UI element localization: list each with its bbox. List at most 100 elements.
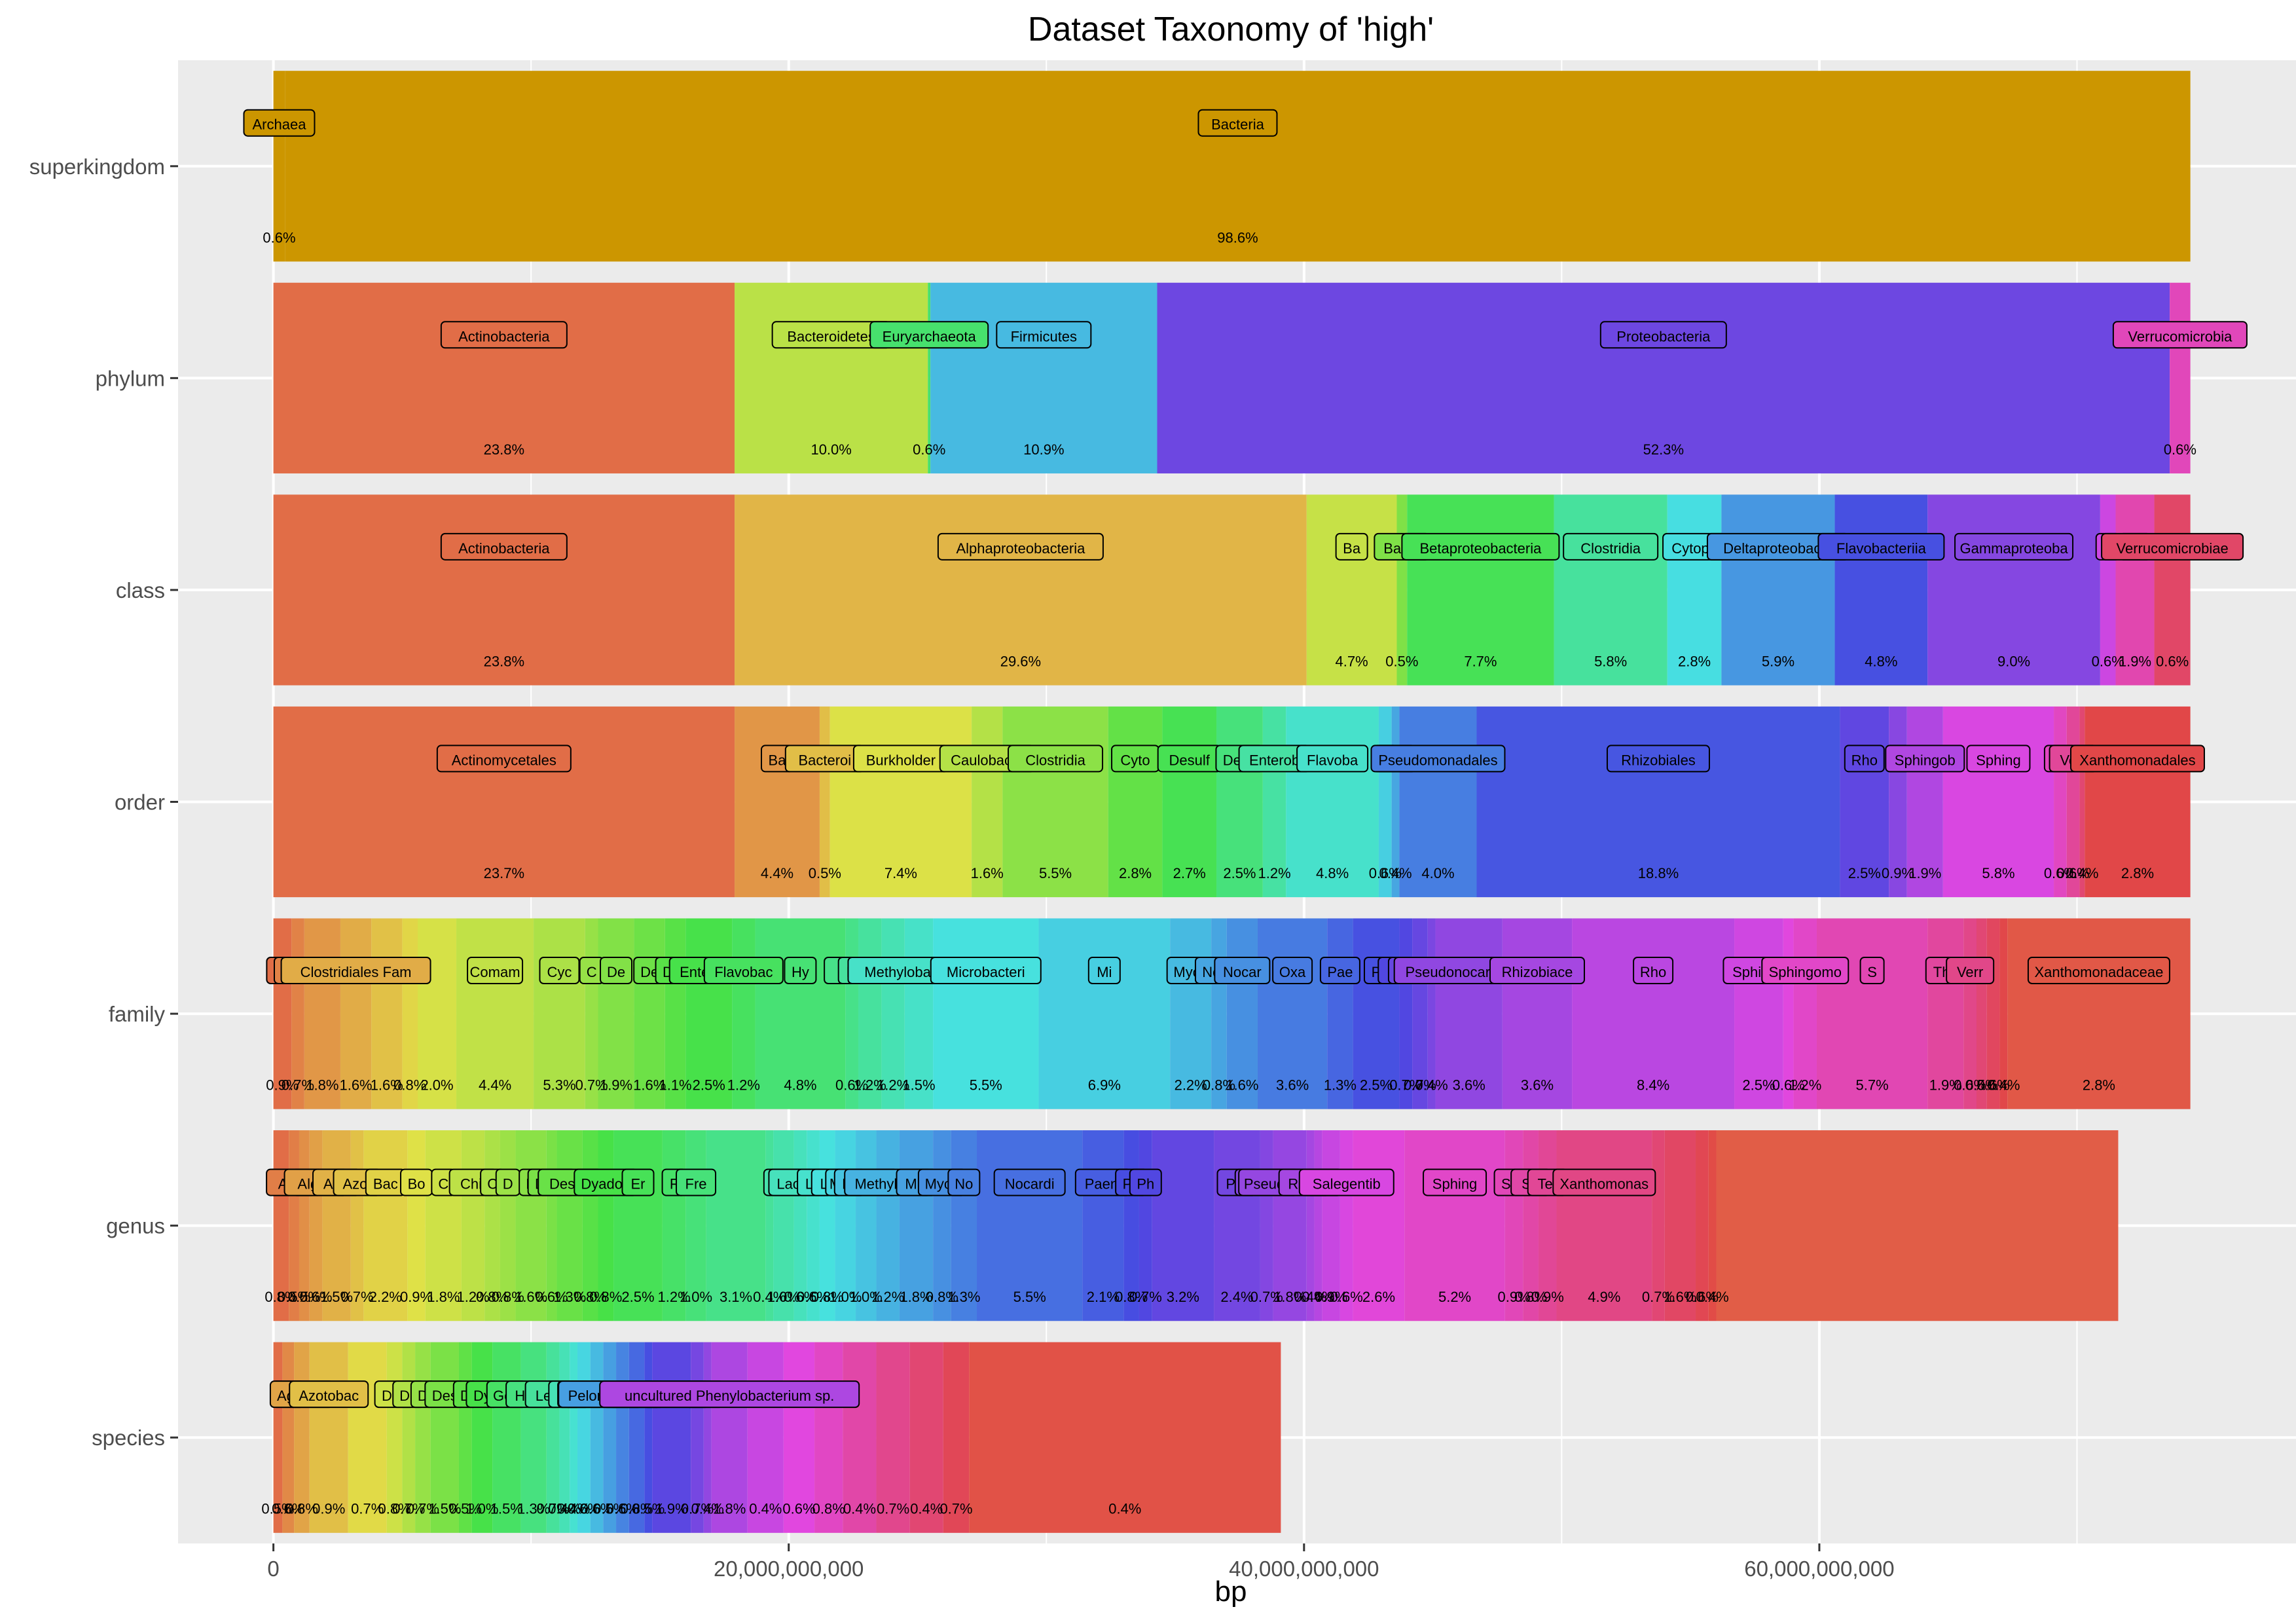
percent-label: 0.5% [809,865,841,881]
percent-label: 0.4% [1987,1077,2020,1094]
percent-label: 5.3% [543,1077,575,1094]
segment-label: No [955,1176,973,1192]
bar-segment [1664,1130,1696,1321]
percent-label: 0.6% [1954,1077,1986,1094]
bar-segment [644,1342,653,1533]
segment-label: Deltaproteobacte [1723,540,1833,557]
percent-label: 0.7% [392,1501,425,1517]
percent-label: 3.6% [1276,1077,1309,1094]
percent-label: 2.8% [1678,653,1711,669]
bar-segment [951,1130,977,1321]
bar-segment [2115,494,2155,686]
percent-label: 0.8% [812,1501,845,1517]
bar-segment [711,1342,748,1533]
percent-label: 3.2% [1167,1289,1199,1305]
segment-label-box [2027,957,2170,985]
bar-segment [348,1342,387,1533]
percent-label: 0.8% [1514,1289,1547,1305]
percent-label: 1.0% [850,1289,883,1305]
percent-label: 4.8% [1865,653,1897,669]
segment-label-box [947,1168,981,1196]
percent-label: 1.0% [465,1501,498,1517]
segment-label-box [1817,532,1945,561]
percent-label: 1.8% [713,1501,746,1517]
segment-label-box [621,1168,655,1196]
bar-segment [273,282,735,473]
percent-label: 0.6% [1772,1077,1805,1094]
bar-segment [1108,706,1163,898]
bars [273,71,2191,1533]
percent-label: 5.5% [1013,1289,1046,1305]
segment-label-box [1335,532,1368,561]
percent-label: 4.7% [1336,653,1368,669]
percent-label: 0.4% [548,1501,581,1517]
percent-label: 1.3% [1324,1077,1357,1094]
segment-label: Clostridia [1025,752,1085,768]
percent-label: 0.4% [910,1501,943,1517]
percent-label: 0.8% [393,1077,426,1094]
percent-label: 2.5% [621,1289,654,1305]
segment-label: Flavoba [1307,752,1358,768]
segment-label: Oxa [1279,964,1306,980]
percent-label: 0.6% [1369,865,1402,881]
percent-label: 0.7% [575,1077,608,1094]
segment-label-box [2069,745,2205,773]
segment-label-box [1197,109,1278,137]
bar-segment [273,706,735,898]
percent-label: 1.2% [1789,1077,1821,1094]
percent-label: 0.6% [2092,653,2124,669]
segment-label-box [2101,532,2244,561]
segment-label: Nocar [1223,964,1262,980]
percent-label: 4.8% [784,1077,816,1094]
bar-segment [1157,282,2170,473]
bar-segment [430,1342,459,1533]
percent-label: 1.2% [877,1077,909,1094]
percent-label: 10.0% [811,441,851,458]
segment-label: Rho [1851,752,1878,768]
bar-segment [2079,706,2085,898]
bar-segment [285,71,2191,262]
segment-label: Bacteroidetes [787,328,875,344]
percent-label: 1.9% [655,1501,688,1517]
percent-label: 0.6% [784,1289,816,1305]
bar-segment [1942,706,2054,898]
segment-label-box [1599,321,1727,349]
segment-label: Ba [769,752,787,768]
percent-label: 2.8% [2083,1077,2115,1094]
percent-label: 2.2% [1175,1077,1207,1094]
bar-segment [933,918,1039,1109]
segment-label-box [1859,957,1885,985]
percent-label: 0.7% [537,1501,570,1517]
segment-label: Sphingomo [1769,964,1842,980]
percent-label: 2.5% [1742,1077,1775,1094]
bar-segment [814,1342,843,1533]
percent-label: 0.5% [632,1501,665,1517]
bar-segment [1002,706,1108,898]
bar-segment [1502,918,1573,1109]
percent-label: 0.6% [272,1501,304,1517]
percent-label: 5.5% [970,1077,1002,1094]
chart-title: Dataset Taxonomy of 'high' [1028,10,1434,48]
segment-label-box [1606,745,1710,773]
bar-segment [685,918,733,1109]
segment-label-box [243,109,316,137]
percent-label: 0.4% [557,1501,590,1517]
percent-label: 0.5% [278,1289,310,1305]
percent-label: 0.6% [2044,865,2077,881]
bar-segment [1306,494,1397,686]
percent-label: 2.5% [1360,1077,1393,1094]
percent-label: 1.1% [659,1077,691,1094]
bar-segment [2085,706,2191,898]
percent-label: 0.4% [749,1501,782,1517]
percent-label: 0.9% [1497,1289,1530,1305]
segment-label-box [1129,1168,1162,1196]
bar-segment [1404,1130,1505,1321]
bar-segment [773,1130,794,1321]
bar-segment [556,1130,583,1321]
bar-segment [909,1342,943,1533]
percent-label: 1.8% [1273,1289,1306,1305]
percent-label: 4.0% [1421,865,1454,881]
percent-label: 9.0% [1997,653,2030,669]
percent-label: 2.2% [369,1289,402,1305]
percent-label: 52.3% [1643,441,1684,458]
